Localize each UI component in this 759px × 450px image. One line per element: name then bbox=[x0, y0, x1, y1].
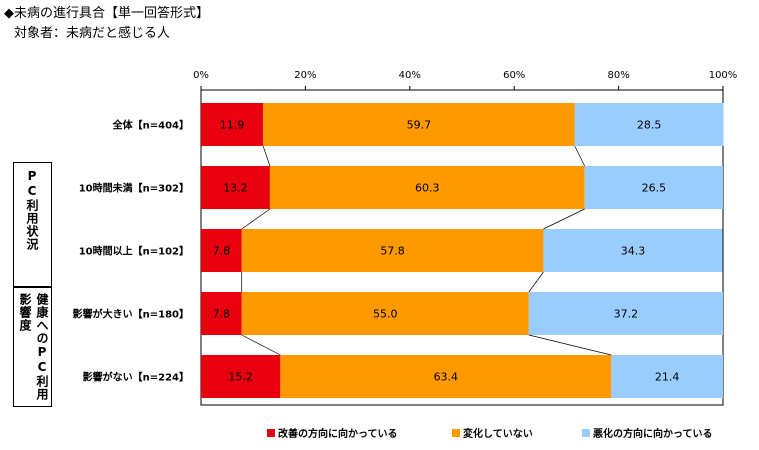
bar-segment bbox=[201, 292, 242, 335]
legend-swatch bbox=[267, 429, 275, 437]
bar-segment bbox=[528, 292, 723, 335]
x-tick-label: 80% bbox=[607, 70, 629, 81]
data-label: 60.3 bbox=[415, 182, 440, 195]
group-box-pc-usage: PC利用状況 bbox=[13, 162, 52, 287]
legend-label: 悪化の方向に向かっている bbox=[593, 427, 713, 440]
bar-segment bbox=[201, 355, 281, 398]
category-label: 10時間以上【n=102】 bbox=[79, 245, 189, 258]
data-label: 7.8 bbox=[213, 308, 231, 321]
data-label: 37.2 bbox=[614, 308, 639, 321]
bar-segment bbox=[201, 229, 242, 272]
legend-label: 改善の方向に向かっている bbox=[278, 427, 398, 440]
bar-segment bbox=[611, 355, 723, 398]
group-box-health-impact: 健康へのPC利用影響度 bbox=[13, 287, 52, 407]
series-connector-line bbox=[241, 334, 281, 356]
data-label: 13.2 bbox=[223, 182, 248, 195]
x-tick-label: 20% bbox=[294, 70, 316, 81]
bar-segment bbox=[574, 103, 724, 146]
bar-segment bbox=[241, 292, 529, 335]
legend-swatch bbox=[582, 429, 590, 437]
chart-title: ◆未病の進行具合【単一回答形式】 bbox=[4, 6, 209, 21]
category-label: 影響が大きい【n=180】 bbox=[73, 308, 189, 321]
series-connector-line bbox=[241, 208, 271, 230]
data-label: 63.4 bbox=[434, 371, 459, 384]
bar-segment bbox=[584, 166, 723, 209]
category-label: 全体【n=404】 bbox=[112, 119, 189, 132]
bar-segment bbox=[543, 229, 723, 272]
bar-segment bbox=[280, 355, 612, 398]
data-label: 26.5 bbox=[642, 182, 667, 195]
category-label: 影響がない【n=224】 bbox=[83, 371, 189, 384]
data-label: 59.7 bbox=[407, 119, 432, 132]
bar-segment bbox=[263, 103, 575, 146]
legend-swatch bbox=[452, 429, 460, 437]
bar-segment bbox=[201, 166, 270, 209]
data-label: 15.2 bbox=[228, 371, 253, 384]
data-label: 57.8 bbox=[380, 245, 405, 258]
series-connector-line bbox=[543, 208, 585, 230]
series-connector-line bbox=[262, 145, 271, 167]
data-label: 11.9 bbox=[220, 119, 245, 132]
x-tick-label: 100% bbox=[709, 70, 738, 81]
series-connector-line bbox=[528, 271, 544, 293]
data-label: 7.8 bbox=[213, 245, 231, 258]
data-label: 55.0 bbox=[373, 308, 398, 321]
bar-segment bbox=[241, 229, 544, 272]
data-label: 21.4 bbox=[655, 371, 680, 384]
group-label-health-impact: 健康へのPC利用影響度 bbox=[18, 293, 49, 401]
legend-label: 変化していない bbox=[463, 427, 533, 440]
series-connector-line bbox=[574, 145, 585, 167]
group-label-pc-usage: PC利用状況 bbox=[25, 169, 39, 251]
bar-segment bbox=[269, 166, 585, 209]
x-tick-label: 40% bbox=[399, 70, 421, 81]
data-label: 28.5 bbox=[637, 119, 662, 132]
bar-segment bbox=[201, 103, 264, 146]
x-tick-label: 0% bbox=[193, 70, 209, 81]
series-connector-line bbox=[528, 334, 612, 356]
chart-subtitle: 対象者：未病だと感じる人 bbox=[14, 26, 171, 41]
data-label: 34.3 bbox=[621, 245, 646, 258]
category-label: 10時間未満【n=302】 bbox=[79, 182, 189, 195]
x-tick-label: 60% bbox=[503, 70, 525, 81]
